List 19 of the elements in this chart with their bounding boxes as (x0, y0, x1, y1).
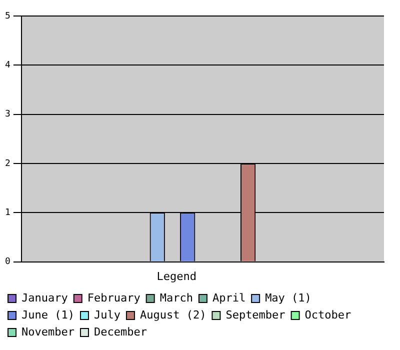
y-tick-label: 1 (4, 208, 10, 218)
legend-label: January (22, 291, 68, 304)
legend-label: December (94, 325, 148, 338)
legend-label: June (1) (22, 308, 74, 322)
legend-label: August (2) (140, 308, 206, 322)
y-tick-label: 5 (4, 11, 10, 22)
y-tick-label: 4 (4, 60, 10, 71)
legend-label: July (94, 308, 121, 322)
legend-label: March (160, 291, 193, 304)
y-tick-label: 0 (4, 257, 10, 268)
y-tick-label: 2 (4, 158, 10, 169)
legend-title: Legend (156, 270, 196, 284)
y-tick-label: 3 (4, 110, 10, 120)
legend-label: April (212, 291, 246, 304)
legend-label: May (1) (265, 291, 312, 304)
legend-label: October (304, 308, 352, 322)
legend-label: November (22, 325, 75, 338)
legend-label: September (226, 308, 286, 322)
legend-label: February (87, 291, 141, 304)
